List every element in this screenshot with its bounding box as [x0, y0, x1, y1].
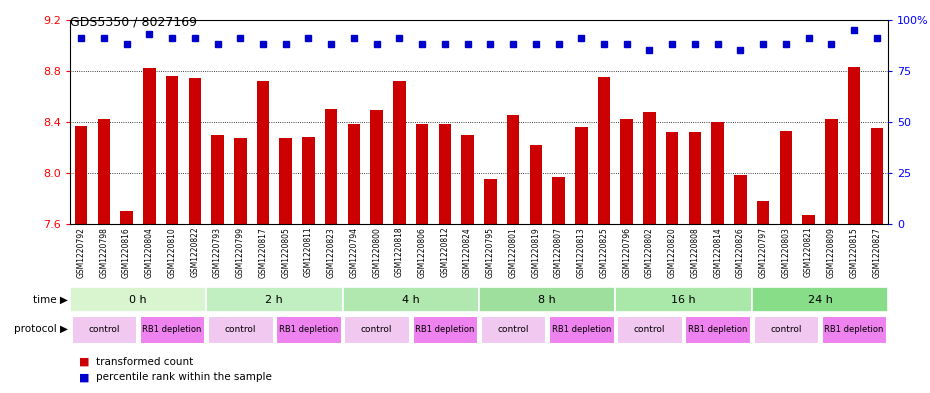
- Bar: [666, 132, 678, 393]
- Bar: [393, 81, 405, 393]
- Text: RB1 depletion: RB1 depletion: [415, 325, 474, 334]
- Bar: [529, 145, 542, 393]
- Bar: [711, 122, 724, 393]
- Bar: [616, 287, 751, 312]
- Text: ■: ■: [79, 356, 89, 367]
- Text: RB1 depletion: RB1 depletion: [688, 325, 748, 334]
- Bar: [575, 127, 588, 393]
- Bar: [481, 316, 545, 343]
- Bar: [416, 124, 429, 393]
- Bar: [257, 81, 269, 393]
- Text: control: control: [224, 325, 256, 334]
- Bar: [189, 78, 201, 393]
- Bar: [342, 287, 479, 312]
- Bar: [822, 316, 886, 343]
- Bar: [779, 131, 792, 393]
- Bar: [279, 138, 292, 393]
- Text: ■: ■: [79, 372, 89, 382]
- Bar: [276, 316, 340, 343]
- Bar: [325, 109, 338, 393]
- Text: control: control: [88, 325, 120, 334]
- Text: 24 h: 24 h: [807, 295, 832, 305]
- Text: 16 h: 16 h: [671, 295, 696, 305]
- Text: transformed count: transformed count: [96, 356, 193, 367]
- Text: RB1 depletion: RB1 depletion: [824, 325, 884, 334]
- Text: control: control: [770, 325, 802, 334]
- Bar: [120, 211, 133, 393]
- Bar: [751, 287, 888, 312]
- Text: RB1 depletion: RB1 depletion: [279, 325, 339, 334]
- Bar: [848, 67, 860, 393]
- Text: control: control: [361, 325, 392, 334]
- Text: 2 h: 2 h: [265, 295, 284, 305]
- Bar: [302, 137, 314, 393]
- Bar: [753, 316, 818, 343]
- Bar: [549, 316, 614, 343]
- Bar: [208, 316, 272, 343]
- Bar: [348, 124, 360, 393]
- Text: RB1 depletion: RB1 depletion: [551, 325, 611, 334]
- Bar: [479, 287, 616, 312]
- Bar: [211, 134, 224, 393]
- Text: control: control: [498, 325, 529, 334]
- Bar: [461, 134, 473, 393]
- Text: protocol ▶: protocol ▶: [14, 324, 68, 334]
- Bar: [734, 175, 747, 393]
- Bar: [74, 126, 87, 393]
- Bar: [825, 119, 838, 393]
- Bar: [143, 68, 155, 393]
- Bar: [688, 132, 701, 393]
- Bar: [757, 201, 769, 393]
- Bar: [413, 316, 477, 343]
- Text: control: control: [633, 325, 665, 334]
- Bar: [685, 316, 750, 343]
- Bar: [140, 316, 205, 343]
- Bar: [70, 287, 206, 312]
- Text: 4 h: 4 h: [402, 295, 419, 305]
- Bar: [803, 215, 815, 393]
- Bar: [234, 138, 246, 393]
- Bar: [552, 177, 565, 393]
- Bar: [439, 124, 451, 393]
- Bar: [870, 128, 883, 393]
- Bar: [98, 119, 110, 393]
- Bar: [72, 316, 136, 343]
- Bar: [644, 112, 656, 393]
- Bar: [507, 116, 519, 393]
- Text: GDS5350 / 8027169: GDS5350 / 8027169: [70, 16, 197, 29]
- Bar: [206, 287, 342, 312]
- Bar: [344, 316, 409, 343]
- Bar: [618, 316, 682, 343]
- Bar: [620, 119, 633, 393]
- Bar: [370, 110, 383, 393]
- Text: RB1 depletion: RB1 depletion: [142, 325, 202, 334]
- Bar: [166, 76, 179, 393]
- Bar: [598, 77, 610, 393]
- Text: time ▶: time ▶: [33, 295, 68, 305]
- Bar: [484, 179, 497, 393]
- Text: percentile rank within the sample: percentile rank within the sample: [96, 372, 272, 382]
- Text: 8 h: 8 h: [538, 295, 556, 305]
- Text: 0 h: 0 h: [129, 295, 147, 305]
